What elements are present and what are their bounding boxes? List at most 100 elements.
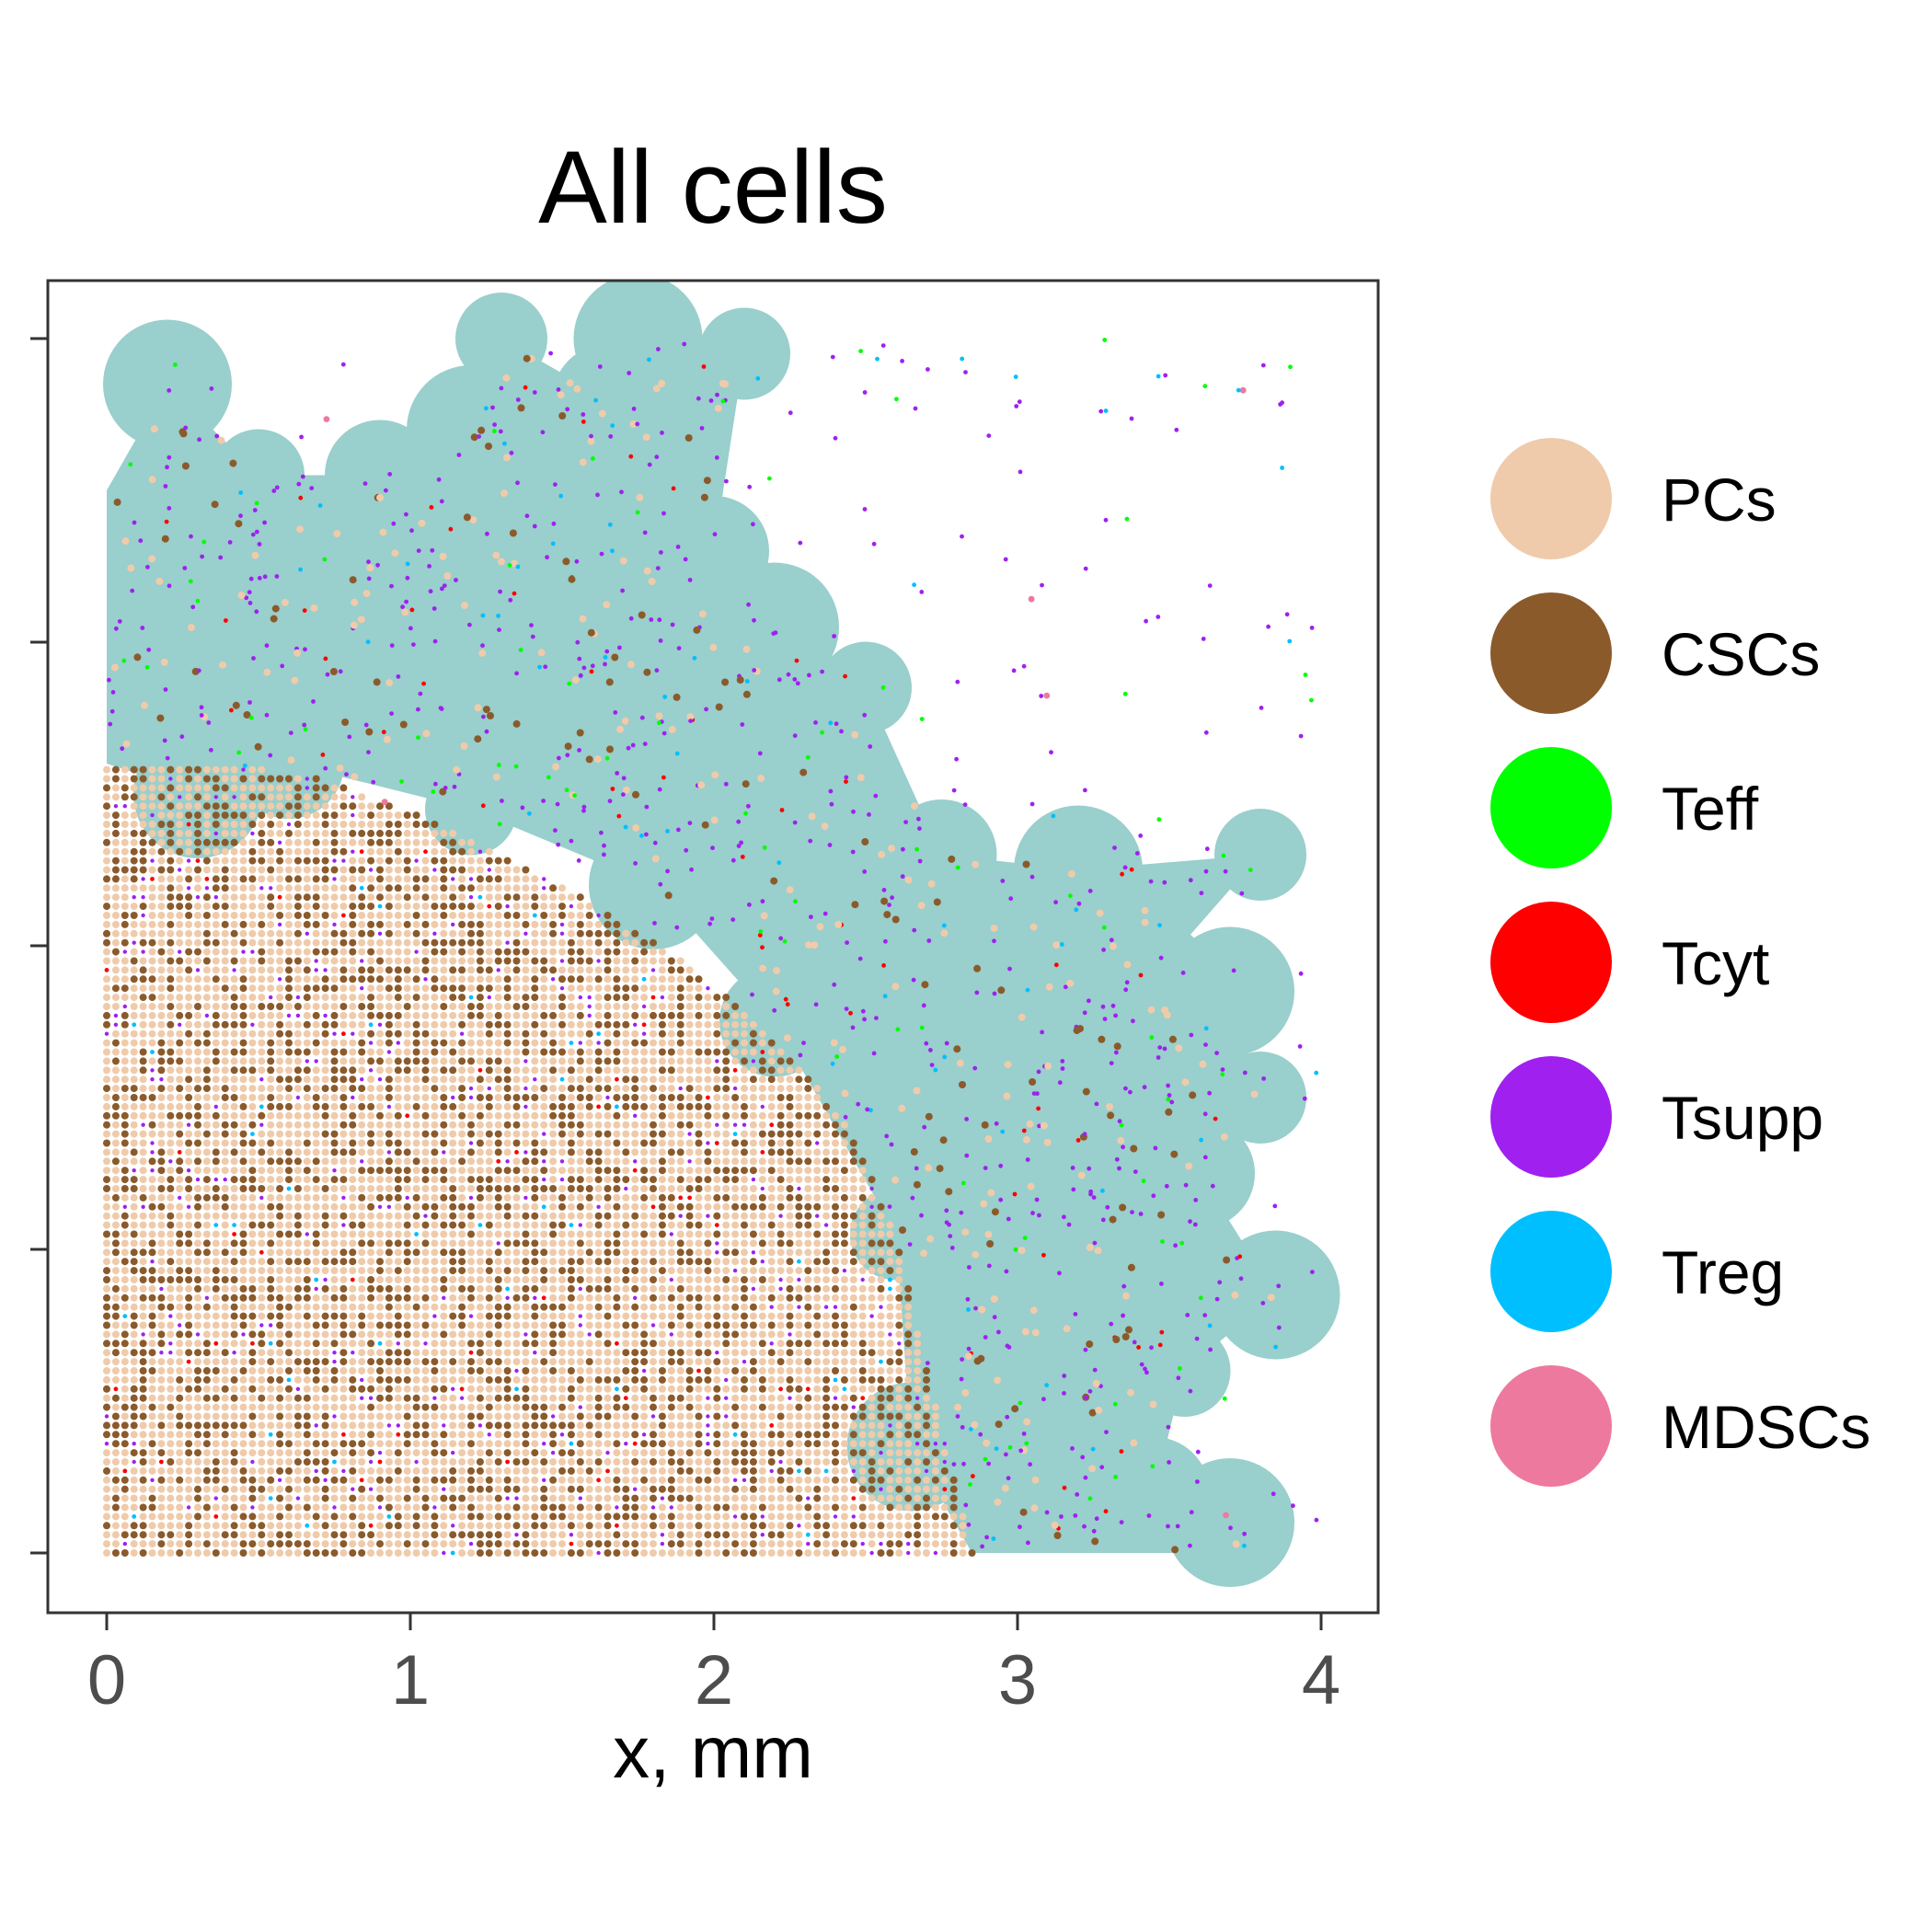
point-pcs — [722, 1239, 730, 1248]
point-cscs — [276, 1440, 284, 1448]
point-pcs — [767, 1440, 776, 1448]
point-tsupp — [178, 1323, 182, 1328]
point-pcs — [813, 1176, 822, 1184]
point-cscs — [594, 1167, 603, 1175]
point-cscs — [194, 1276, 201, 1283]
point-pcs — [613, 1412, 621, 1420]
point-pcs — [923, 1512, 930, 1521]
point-pcs — [202, 1167, 211, 1175]
point-pcs — [385, 1230, 393, 1238]
point-pcs — [685, 1358, 694, 1366]
point-pcs — [868, 1449, 876, 1457]
point-pcs — [631, 1403, 639, 1411]
point-pcs — [522, 1276, 530, 1283]
point-cscs — [103, 1139, 110, 1147]
point-pcs — [585, 1458, 593, 1466]
point-pcs — [330, 1248, 339, 1257]
point-pcs — [176, 1312, 184, 1320]
point-pcs — [503, 1412, 512, 1420]
point-cscs — [594, 1375, 603, 1384]
point-cscs — [367, 1294, 375, 1302]
point-tsupp — [468, 1314, 474, 1318]
point-cscs — [267, 1258, 275, 1266]
point-pcs — [749, 1193, 757, 1202]
point-tsupp — [715, 1122, 719, 1127]
point-pcs — [367, 1230, 375, 1238]
point-pcs — [330, 1202, 339, 1211]
point-pcs — [858, 1358, 867, 1366]
point-pcs — [403, 1267, 411, 1275]
point-pcs — [358, 1503, 366, 1512]
point-cscs — [293, 1221, 302, 1229]
point-pcs — [667, 1111, 675, 1120]
point-pcs — [349, 1157, 357, 1166]
point-pcs — [139, 1440, 147, 1448]
point-pcs — [567, 1358, 575, 1366]
point-pcs — [176, 1221, 184, 1229]
point-pcs — [221, 1394, 229, 1402]
point-pcs — [804, 1449, 812, 1457]
point-pcs — [412, 1202, 420, 1211]
point-cscs — [949, 1476, 958, 1484]
point-tsupp — [141, 1332, 145, 1337]
point-pcs — [167, 1367, 175, 1374]
point-pcs — [394, 1367, 402, 1374]
point-cscs — [194, 1449, 201, 1457]
point-pcs — [421, 1284, 430, 1293]
point-pcs — [758, 1303, 766, 1311]
point-pcs — [349, 1185, 357, 1192]
point-pcs — [440, 1522, 448, 1530]
point-cscs — [849, 1412, 857, 1420]
point-cscs — [239, 1294, 247, 1302]
point-cscs — [813, 1258, 822, 1266]
point-cscs — [758, 1276, 766, 1283]
point-cscs — [741, 1284, 748, 1293]
point-cscs — [767, 1148, 776, 1156]
point-pcs — [276, 1167, 284, 1175]
point-pcs — [685, 1312, 694, 1320]
point-pcs — [594, 1321, 603, 1329]
point-cscs — [767, 1458, 776, 1466]
point-pcs — [822, 1294, 831, 1302]
point-pcs — [212, 1403, 220, 1411]
point-cscs — [449, 1258, 457, 1266]
point-cscs — [622, 1349, 630, 1357]
point-pcs — [704, 1276, 712, 1283]
point-cscs — [640, 1375, 649, 1384]
point-treg — [332, 1459, 337, 1465]
point-pcs — [376, 1094, 384, 1101]
point-pcs — [840, 1522, 848, 1530]
point-pcs — [349, 1394, 357, 1402]
point-cscs — [722, 1048, 730, 1056]
point-pcs — [749, 1185, 757, 1192]
point-pcs — [622, 1303, 630, 1311]
point-pcs — [103, 1531, 110, 1539]
point-cscs — [148, 1276, 156, 1283]
point-cscs — [576, 1048, 584, 1056]
point-cscs — [349, 1375, 357, 1384]
point-pcs — [130, 1276, 138, 1283]
point-cscs — [658, 1066, 666, 1075]
point-cscs — [858, 1193, 867, 1202]
point-cscs — [185, 1531, 193, 1539]
point-pcs — [330, 1494, 339, 1502]
point-cscs — [130, 1148, 138, 1156]
point-cscs — [731, 1202, 740, 1211]
point-pcs — [512, 1303, 521, 1311]
point-pcs — [676, 1449, 684, 1457]
point-pcs — [858, 1321, 867, 1329]
point-pcs — [585, 1312, 593, 1320]
point-cscs — [494, 1148, 502, 1156]
point-pcs — [239, 1202, 247, 1211]
point-cscs — [185, 1294, 193, 1302]
point-pcs — [403, 1303, 411, 1311]
point-tsupp — [360, 1077, 364, 1082]
point-pcs — [868, 1248, 876, 1257]
point-pcs — [731, 1258, 740, 1266]
point-pcs — [157, 1111, 166, 1120]
point-cscs — [167, 1111, 175, 1120]
point-cscs — [631, 1321, 639, 1329]
point-pcs — [440, 1367, 448, 1374]
point-cscs — [111, 1094, 120, 1101]
point-pcs — [212, 1321, 220, 1329]
